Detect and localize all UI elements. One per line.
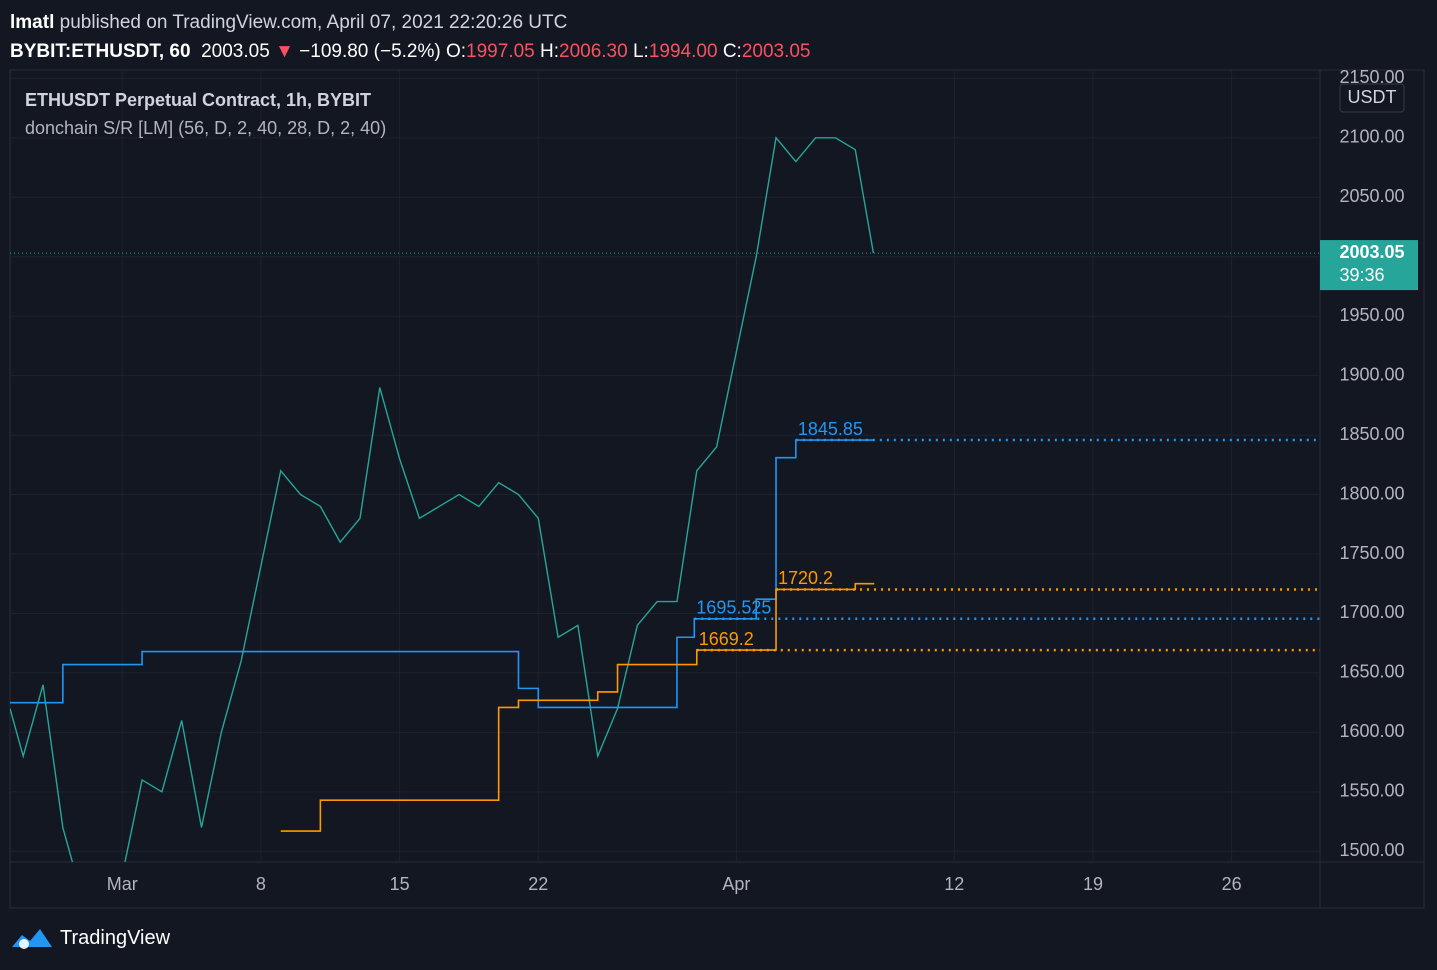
level-label: 1720.2 — [778, 568, 833, 588]
ohlc-label: L: — [632, 41, 649, 62]
price-badge-value: 2003.05 — [1339, 242, 1404, 262]
ohlc-label: H: — [540, 41, 560, 62]
axes: 1500.00 1550.00 1600.00 1650.00 1700.00 1750.… — [107, 67, 1418, 894]
brand: TradingView — [60, 926, 171, 949]
x-tick-label: Mar — [107, 874, 138, 894]
donchian-line — [280, 582, 875, 832]
down-arrow: ▼ — [275, 41, 294, 62]
currency-button[interactable] — [1339, 83, 1405, 113]
x-tick-label: 8 — [256, 874, 266, 894]
y-tick-label: 1550.00 — [1339, 781, 1404, 801]
x-tick-label: 26 — [1222, 874, 1242, 894]
x-tick-label: 19 — [1083, 874, 1103, 894]
chart-title: ETHUSDT Perpetual Contract, 1h, BYBIT — [25, 90, 371, 110]
indicator-label: donchain S/R [LM] (56, D, 2, 40, 28, D, … — [25, 118, 386, 138]
countdown: 39:36 — [1339, 265, 1384, 285]
x-tick-label: 15 — [390, 874, 410, 894]
x-tick-label: Apr — [722, 874, 750, 894]
ohlc-value: 1997.05 — [466, 41, 535, 62]
ohlc-value: 2003.05 — [741, 41, 811, 62]
x-tick-label: 22 — [528, 874, 548, 894]
y-tick-label: 1700.00 — [1339, 602, 1404, 622]
ohlc-label: C: — [722, 41, 742, 62]
donchian-line — [10, 439, 875, 709]
level-label: 1695.525 — [696, 598, 771, 618]
grid — [10, 70, 1320, 862]
ohlc-label: O: — [445, 41, 467, 62]
y-tick-label: 1950.00 — [1339, 305, 1404, 325]
symbol: BYBIT:ETHUSDT, 60 — [10, 41, 191, 62]
ohlc-value: 2006.30 — [559, 41, 628, 62]
y-tick-label: 1800.00 — [1339, 483, 1404, 503]
ohlc: O:1997.05 H:2006.30 L:1994.00 C:2003.05 — [446, 41, 811, 62]
y-tick-label: 2050.00 — [1339, 186, 1404, 206]
plot: 1845.85 1695.525 1720.2 1669.2 — [10, 136, 1320, 862]
currency[interactable]: USDT — [1348, 87, 1397, 107]
x-tick-label: 12 — [944, 874, 964, 894]
y-tick-label: 1750.00 — [1339, 543, 1404, 563]
published: published on TradingView.com, April 07, … — [59, 12, 568, 33]
publish-line: lmatl published on TradingView.com, Apri… — [10, 8, 811, 37]
y-tick-label: 2150.00 — [1339, 67, 1404, 87]
y-tick-label: 2100.00 — [1339, 127, 1404, 147]
level-label: 1845.85 — [798, 419, 863, 439]
chart: 1845.85 1695.525 1720.2 1669.2 1500.00 1550.… — [9, 67, 1425, 909]
change: −109.80 (−5.2%) — [299, 41, 441, 62]
y-tick-label: 1900.00 — [1339, 364, 1404, 384]
price: 2003.05 — [201, 41, 270, 62]
price-line — [10, 136, 875, 862]
frame — [9, 69, 1425, 909]
symbol-line: BYBIT:ETHUSDT, 60 2003.05 ▼ −109.80 (−5.… — [10, 37, 811, 66]
logo — [12, 929, 52, 949]
y-tick-label: 1600.00 — [1339, 721, 1404, 741]
y-tick-label: 1650.00 — [1339, 662, 1404, 682]
footer: TradingView — [10, 925, 170, 951]
level-label: 1669.2 — [699, 629, 754, 649]
author: lmatl — [10, 12, 55, 33]
ohlc-value: 1994.00 — [648, 41, 718, 62]
y-tick-label: 1500.00 — [1339, 840, 1404, 860]
y-tick-label: 1850.00 — [1339, 424, 1404, 444]
price-badge — [1320, 240, 1418, 291]
header: lmatl published on TradingView.com, Apri… — [10, 8, 811, 66]
